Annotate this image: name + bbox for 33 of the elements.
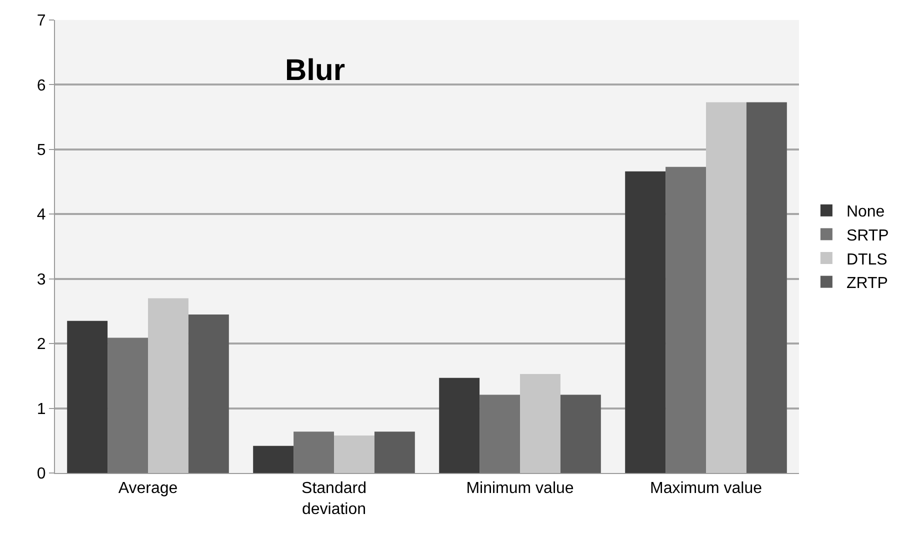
bar — [108, 338, 148, 473]
y-tick-label: 0 — [36, 466, 46, 483]
bar — [148, 298, 188, 473]
x-tick-label: Standard deviation — [302, 480, 366, 518]
y-tick-label: 4 — [36, 206, 46, 224]
bar — [67, 320, 108, 473]
x-tick-label: Minimum value — [466, 480, 574, 498]
bar — [520, 374, 560, 473]
y-tick-label: 3 — [36, 271, 46, 288]
bar — [560, 394, 601, 473]
legend-label: None — [846, 204, 885, 221]
bar — [666, 166, 706, 473]
y-tick-label: 1 — [36, 400, 46, 418]
text: Blur — [285, 54, 346, 87]
x-tick-label: Maximum value — [650, 480, 762, 498]
bar — [480, 394, 520, 473]
bar — [374, 432, 415, 473]
y-tick-label: 2 — [36, 336, 46, 354]
bar — [706, 102, 746, 473]
legend-label: SRTP — [846, 227, 889, 244]
bar — [253, 446, 294, 473]
legend-label: DTLS — [846, 251, 888, 268]
bar — [334, 435, 374, 473]
y-tick-label: 5 — [36, 142, 46, 160]
x-tick-label: Average — [118, 480, 178, 498]
y-tick-label: 6 — [36, 77, 46, 94]
bar — [746, 102, 787, 473]
bar — [625, 171, 666, 473]
y-tick-label: 7 — [36, 12, 46, 30]
legend-label: ZRTP — [846, 275, 888, 292]
bar — [294, 432, 334, 473]
bar — [188, 314, 229, 473]
bar — [439, 378, 480, 473]
